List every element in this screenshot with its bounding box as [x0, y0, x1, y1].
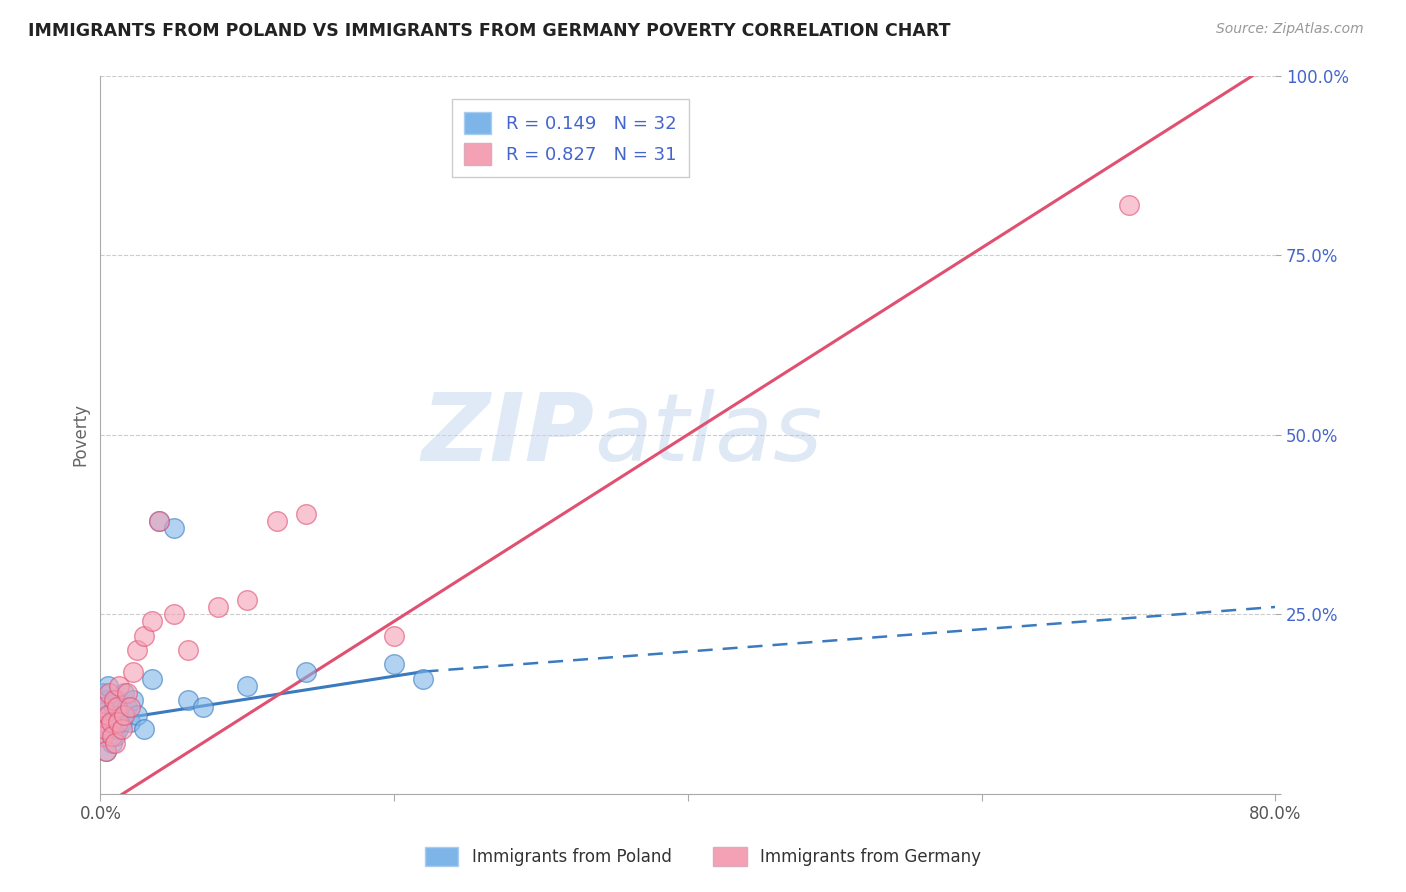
Point — [236, 679, 259, 693]
Point — [96, 693, 118, 707]
Point — [295, 507, 318, 521]
Text: Source: ZipAtlas.com: Source: ZipAtlas.com — [1216, 22, 1364, 37]
Point — [207, 599, 229, 614]
Point — [91, 729, 114, 743]
Point — [91, 686, 114, 700]
Point — [125, 707, 148, 722]
Point — [193, 700, 215, 714]
Point — [118, 700, 141, 714]
Point — [100, 714, 122, 729]
Point — [97, 679, 120, 693]
Point — [148, 514, 170, 528]
Point — [112, 686, 135, 700]
Point — [115, 686, 138, 700]
Point — [412, 672, 434, 686]
Point — [163, 607, 186, 621]
Point — [1118, 198, 1140, 212]
Point — [115, 700, 138, 714]
Text: atlas: atlas — [593, 389, 823, 480]
Point — [382, 657, 405, 672]
Point — [97, 707, 120, 722]
Point — [111, 714, 134, 729]
Point — [266, 514, 288, 528]
Point — [107, 722, 129, 736]
Point — [94, 714, 117, 729]
Legend: R = 0.149   N = 32, R = 0.827   N = 31: R = 0.149 N = 32, R = 0.827 N = 31 — [451, 99, 689, 178]
Point — [141, 672, 163, 686]
Point — [125, 643, 148, 657]
Point — [90, 700, 112, 714]
Point — [295, 665, 318, 679]
Point — [96, 743, 118, 757]
Point — [105, 700, 128, 714]
Point — [236, 592, 259, 607]
Point — [134, 722, 156, 736]
Point — [98, 707, 121, 722]
Point — [98, 686, 121, 700]
Point — [101, 729, 124, 743]
Text: ZIP: ZIP — [420, 389, 593, 481]
Point — [101, 736, 124, 750]
Point — [96, 743, 118, 757]
Point — [177, 693, 200, 707]
Point — [94, 722, 117, 736]
Point — [118, 714, 141, 729]
Legend: Immigrants from Poland, Immigrants from Germany: Immigrants from Poland, Immigrants from … — [416, 838, 990, 875]
Point — [382, 629, 405, 643]
Point — [121, 693, 143, 707]
Point — [104, 729, 127, 743]
Point — [163, 521, 186, 535]
Point — [141, 615, 163, 629]
Point — [111, 722, 134, 736]
Point — [121, 665, 143, 679]
Point — [91, 729, 114, 743]
Point — [97, 722, 120, 736]
Point — [108, 707, 131, 722]
Point — [105, 693, 128, 707]
Point — [104, 736, 127, 750]
Point — [103, 693, 125, 707]
Point — [177, 643, 200, 657]
Point — [103, 700, 125, 714]
Point — [148, 514, 170, 528]
Point — [90, 714, 112, 729]
Point — [100, 714, 122, 729]
Y-axis label: Poverty: Poverty — [72, 403, 89, 467]
Point — [108, 679, 131, 693]
Text: IMMIGRANTS FROM POLAND VS IMMIGRANTS FROM GERMANY POVERTY CORRELATION CHART: IMMIGRANTS FROM POLAND VS IMMIGRANTS FRO… — [28, 22, 950, 40]
Point — [107, 714, 129, 729]
Point — [91, 700, 114, 714]
Point — [134, 629, 156, 643]
Point — [112, 707, 135, 722]
